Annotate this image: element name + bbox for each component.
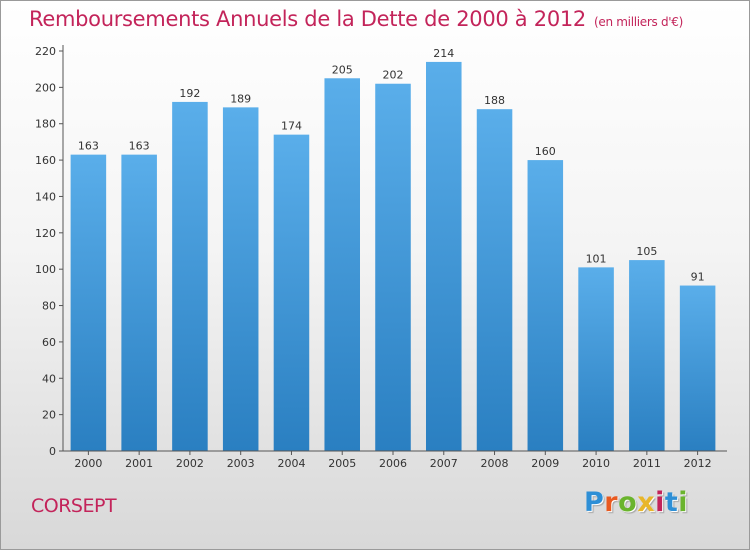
logo-letter: P <box>584 487 605 518</box>
bar <box>70 154 107 452</box>
data-label: 160 <box>535 145 556 158</box>
data-label: 202 <box>383 69 404 82</box>
logo-letter: i <box>655 487 665 518</box>
x-tick-label: 2006 <box>379 457 407 470</box>
x-tick-label: 2000 <box>74 457 102 470</box>
y-tick-label: 220 <box>35 45 56 58</box>
x-tick-label: 2011 <box>633 457 661 470</box>
x-tick-label: 2002 <box>176 457 204 470</box>
x-tick-label: 2010 <box>582 457 610 470</box>
bar <box>375 83 411 452</box>
commune-name: CORSEPT <box>31 495 117 517</box>
logo-letter: r <box>604 487 619 518</box>
x-tick-label: 2012 <box>684 457 712 470</box>
x-tick-label: 2007 <box>430 457 458 470</box>
data-label: 105 <box>636 245 657 258</box>
proxiti-logo: Proxiti <box>584 487 688 518</box>
y-tick-label: 120 <box>35 227 56 240</box>
y-tick-label: 80 <box>42 300 56 313</box>
data-label: 189 <box>230 92 251 105</box>
chart-unit: (en milliers d'€) <box>594 15 684 29</box>
x-tick-label: 2003 <box>227 457 255 470</box>
bar <box>172 101 208 451</box>
x-tick-label: 2004 <box>277 457 305 470</box>
bar <box>324 78 360 451</box>
data-label: 214 <box>433 47 454 60</box>
logo-letter: t <box>664 487 679 518</box>
y-tick-label: 60 <box>42 336 56 349</box>
data-label: 188 <box>484 94 505 107</box>
chart-title-text: Remboursements Annuels de la Dette de 20… <box>29 7 586 31</box>
logo-letter: o <box>618 487 638 518</box>
data-label: 101 <box>586 252 607 265</box>
y-tick-label: 180 <box>35 118 56 131</box>
y-tick-label: 40 <box>42 372 56 385</box>
x-tick-label: 2005 <box>328 457 356 470</box>
bar <box>426 61 462 452</box>
data-label: 91 <box>691 271 705 284</box>
data-label: 192 <box>179 87 200 100</box>
bar <box>578 267 614 451</box>
bar <box>527 160 564 451</box>
data-label: 174 <box>281 120 302 133</box>
bar <box>679 285 716 451</box>
logo-letter: x <box>637 487 656 518</box>
y-tick-label: 0 <box>49 445 56 458</box>
data-label: 205 <box>332 63 353 76</box>
x-tick-label: 2008 <box>481 457 509 470</box>
y-tick-label: 20 <box>42 409 56 422</box>
x-tick-label: 2009 <box>531 457 559 470</box>
bar <box>273 134 310 452</box>
y-tick-label: 100 <box>35 263 56 276</box>
data-label: 163 <box>129 140 150 153</box>
data-label: 163 <box>78 140 99 153</box>
bar <box>222 107 259 451</box>
logo-letter: i <box>678 487 689 518</box>
y-tick-label: 200 <box>35 81 56 94</box>
chart-title: Remboursements Annuels de la Dette de 20… <box>29 7 683 31</box>
bar <box>476 109 513 451</box>
y-tick-label: 140 <box>35 190 56 203</box>
bar <box>629 260 665 451</box>
x-tick-label: 2001 <box>125 457 153 470</box>
y-tick-label: 160 <box>35 154 56 167</box>
bar <box>121 154 157 452</box>
